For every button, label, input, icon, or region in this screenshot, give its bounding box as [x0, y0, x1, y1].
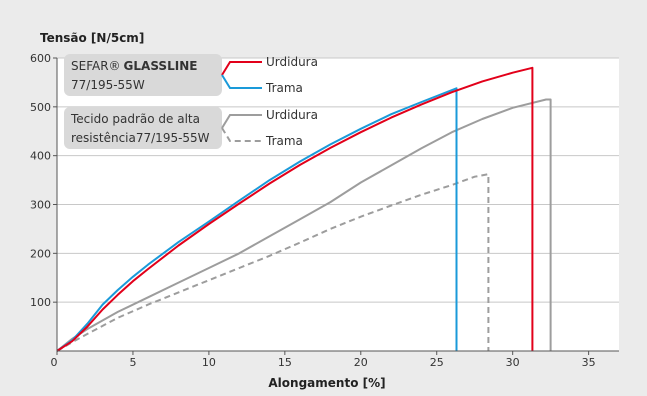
legend-group-code: 77/195-55W: [71, 78, 145, 92]
series-layer: [56, 66, 552, 352]
y-tick-label: 100: [30, 296, 51, 309]
legend-swatch-padrao-urdidura: [221, 114, 262, 129]
x-tick-label: 10: [202, 356, 216, 369]
series-line-padrao-urdidura: [56, 98, 552, 352]
legend-swatch-padrao-trama: [221, 127, 262, 142]
series-line-glassline-urdidura: [56, 66, 534, 352]
legend-label: Urdidura: [266, 55, 318, 69]
legend-brand: SEFAR®: [71, 59, 121, 73]
legend-label: Trama: [265, 81, 303, 95]
x-tick-label: 15: [278, 356, 292, 369]
x-axis-label: Alongamento [%]: [268, 376, 385, 390]
legend-group-title: SEFAR® GLASSLINE: [71, 59, 197, 73]
y-tick-label: 200: [30, 247, 51, 260]
legend-group-box: [64, 107, 222, 149]
legend-swatch-glassline-trama: [221, 74, 262, 89]
x-tick-label: 0: [51, 356, 58, 369]
y-tick-label: 600: [30, 52, 51, 65]
axes: 100 200 300 400 500 600 0 5 10 15 20 25 30 35: [30, 52, 619, 369]
legend-product: GLASSLINE: [124, 59, 198, 73]
series-line-glassline-trama: [56, 87, 458, 352]
x-tick-label: 20: [354, 356, 368, 369]
legend: SEFAR® GLASSLINE 77/195-55W Urdidura Trama Te…: [64, 54, 318, 149]
legend-label: Urdidura: [266, 108, 318, 122]
y-tick-label: 300: [30, 199, 51, 212]
x-tick-label: 25: [430, 356, 444, 369]
x-tick-label: 5: [129, 356, 136, 369]
y-axis-label: Tensão [N/5cm]: [40, 31, 144, 45]
x-tick-label: 30: [506, 356, 520, 369]
legend-swatch-glassline-urdidura: [221, 61, 262, 76]
y-tick-label: 400: [30, 150, 51, 163]
legend-group-title: Tecido padrão de alta: [70, 112, 200, 126]
y-tick-label: 500: [30, 101, 51, 114]
legend-group-box: [64, 54, 222, 96]
legend-label: Trama: [265, 134, 303, 148]
x-tick-label: 35: [582, 356, 596, 369]
legend-group-code: resistência77/195-55W: [71, 131, 210, 145]
